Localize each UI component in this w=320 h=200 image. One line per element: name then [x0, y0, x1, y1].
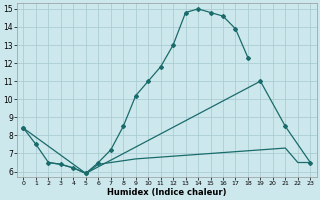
- X-axis label: Humidex (Indice chaleur): Humidex (Indice chaleur): [107, 188, 227, 197]
